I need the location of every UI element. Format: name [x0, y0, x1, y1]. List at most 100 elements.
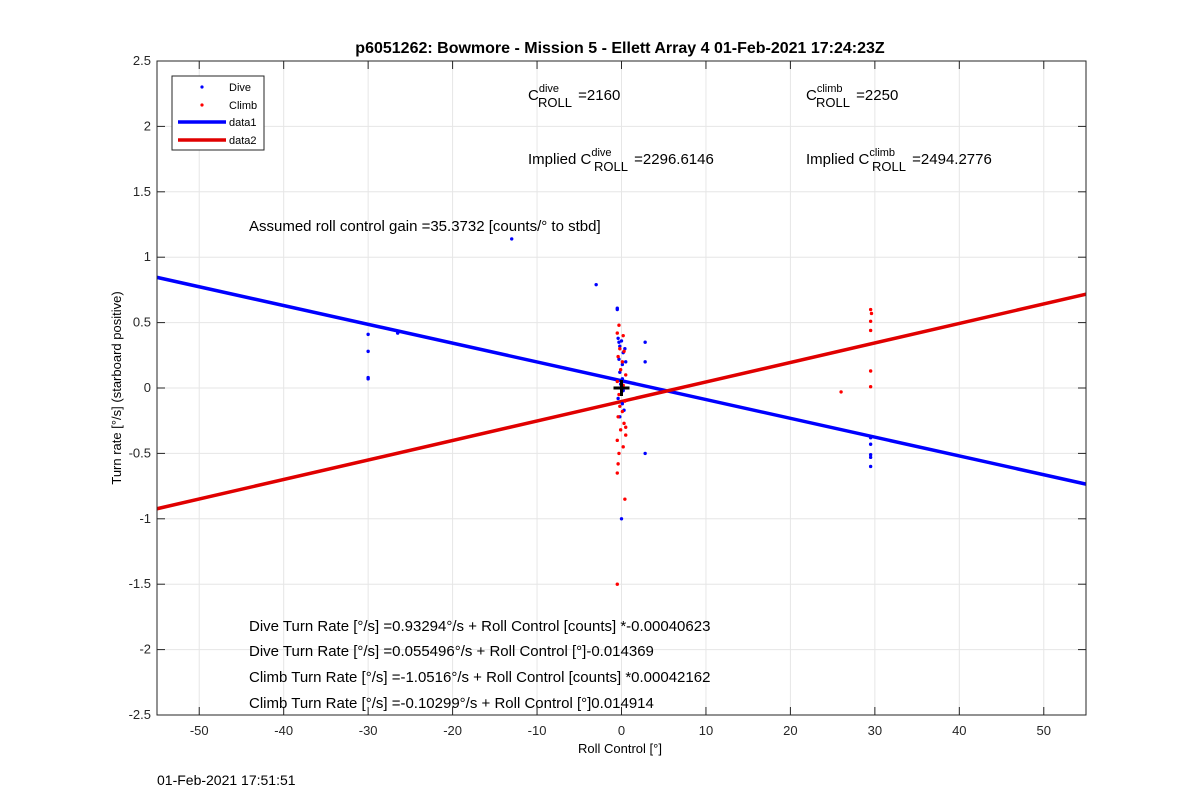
x-tick-label: 20: [783, 723, 797, 738]
x-tick-label: 10: [699, 723, 713, 738]
plot-area: -50 -40 -30 -20 -10 0 10 20 30 40 50-2.5-2-1.5-1-0…: [129, 53, 1087, 738]
climb-point: [623, 497, 627, 501]
x-axis-label: Roll Control [°]: [578, 741, 662, 756]
legend-dive-label: Dive: [229, 82, 251, 94]
y-tick-label: 1.5: [133, 184, 151, 199]
climb-point: [839, 390, 843, 394]
dive-point: [366, 349, 370, 354]
climb-point: [616, 462, 620, 466]
legend: Dive Climb data1 data2: [171, 75, 265, 151]
dive-point: [643, 451, 647, 456]
climb-point: [618, 367, 623, 372]
dive-point: [619, 339, 624, 343]
y-tick-label: -1: [139, 511, 151, 526]
gain-annotation: Assumed roll control gain =35.3732 [coun…: [249, 218, 601, 235]
y-tick-label: 0.5: [133, 315, 151, 330]
dive-point: [618, 344, 622, 348]
climb-point: [617, 323, 621, 327]
climb-point: [616, 415, 620, 419]
climb-point: [624, 425, 628, 429]
climb-point: [615, 379, 619, 384]
climb-point: [615, 331, 619, 335]
dive-point: [619, 517, 624, 521]
climb-point: [618, 347, 622, 351]
implied-dive-annotation: Implied Cdive ROLL =2296.6146: [528, 147, 714, 174]
dive-point: [366, 332, 370, 337]
climb-point: [622, 421, 626, 426]
dive-point: [618, 370, 622, 375]
climb-point: [615, 582, 619, 586]
climb-point: [617, 451, 621, 456]
climb-point: [624, 373, 628, 377]
legend-dive-marker: [200, 85, 204, 89]
climb-point: [624, 433, 628, 437]
dive-point: [395, 331, 400, 335]
x-tick-label: 30: [868, 723, 882, 738]
climb-point: [622, 349, 626, 354]
legend-climb-marker: [200, 103, 204, 107]
y-tick-label: -1.5: [129, 576, 151, 591]
climb-point: [615, 471, 619, 475]
dive-point: [624, 360, 628, 364]
y-axis-label: Turn rate [°/s] (starboard positive): [109, 291, 124, 484]
x-tick-label: -30: [359, 723, 378, 738]
y-tick-label: -2.5: [129, 707, 151, 722]
dive-point: [643, 360, 647, 364]
climb-point: [618, 404, 622, 409]
series-layer: [156, 237, 1087, 586]
legend-data1-label: data1: [229, 117, 257, 129]
dive-point: [620, 377, 625, 381]
climb-point: [868, 307, 873, 312]
dive-point: [643, 340, 647, 344]
climb-point: [868, 369, 873, 373]
dive-point: [868, 453, 873, 457]
x-tick-label: -20: [443, 723, 462, 738]
dive-point: [620, 401, 625, 406]
dive-point: [510, 237, 514, 241]
climb-point: [869, 311, 874, 316]
dive-point: [617, 357, 621, 361]
y-tick-label: -2: [139, 642, 151, 657]
c-dive-annotation: Cdive ROLL =2160: [528, 83, 620, 110]
dive-point: [594, 282, 598, 287]
ticks: -50 -40 -30 -20 -10 0 10 20 30 40 50-2.5-2-1.5-1-0…: [129, 53, 1086, 738]
dive-point: [623, 347, 627, 351]
x-tick-label: -10: [528, 723, 547, 738]
dive-point: [868, 442, 873, 446]
x-tick-label: -50: [190, 723, 209, 738]
climb-point: [868, 319, 873, 323]
climb-point: [868, 384, 873, 389]
y-tick-label: 2: [144, 118, 151, 133]
y-tick-label: 1: [144, 249, 151, 264]
data2-fit-line: [156, 292, 1087, 511]
climb-point: [618, 428, 623, 432]
climb-counts-equation: Climb Turn Rate [°/s] =-1.0516°/s + Roll…: [249, 669, 710, 686]
climb-point: [617, 392, 621, 397]
dive-degrees-equation: Dive Turn Rate [°/s] =0.055496°/s + Roll…: [249, 643, 654, 660]
dive-point: [366, 377, 370, 381]
dive-point: [620, 362, 625, 367]
dive-point: [868, 464, 873, 469]
climb-degrees-equation: Climb Turn Rate [°/s] =-0.10299°/s + Rol…: [249, 695, 654, 712]
y-tick-label: -0.5: [129, 445, 151, 460]
y-tick-label: 0: [144, 380, 151, 395]
dive-point: [868, 455, 873, 460]
climb-point: [620, 360, 625, 364]
legend-data2-label: data2: [229, 135, 257, 147]
x-tick-label: 40: [952, 723, 966, 738]
legend-climb-label: Climb: [229, 100, 257, 112]
climb-point: [621, 333, 625, 338]
dive-point: [617, 340, 621, 344]
footer-timestamp: 01-Feb-2021 17:51:51: [157, 772, 296, 788]
climb-point: [616, 354, 620, 359]
x-tick-label: -40: [274, 723, 293, 738]
dive-point: [868, 436, 873, 440]
dive-point: [616, 396, 620, 401]
chart-title: p6051262: Bowmore - Mission 5 - Ellett A…: [355, 40, 885, 57]
dive-point: [616, 336, 620, 340]
dive-counts-equation: Dive Turn Rate [°/s] =0.93294°/s + Roll …: [249, 618, 710, 635]
implied-climb-annotation: Implied Cclimb ROLL =2494.2776: [806, 147, 992, 174]
climb-point: [868, 328, 873, 333]
c-climb-annotation: Cclimb ROLL =2250: [806, 83, 898, 110]
